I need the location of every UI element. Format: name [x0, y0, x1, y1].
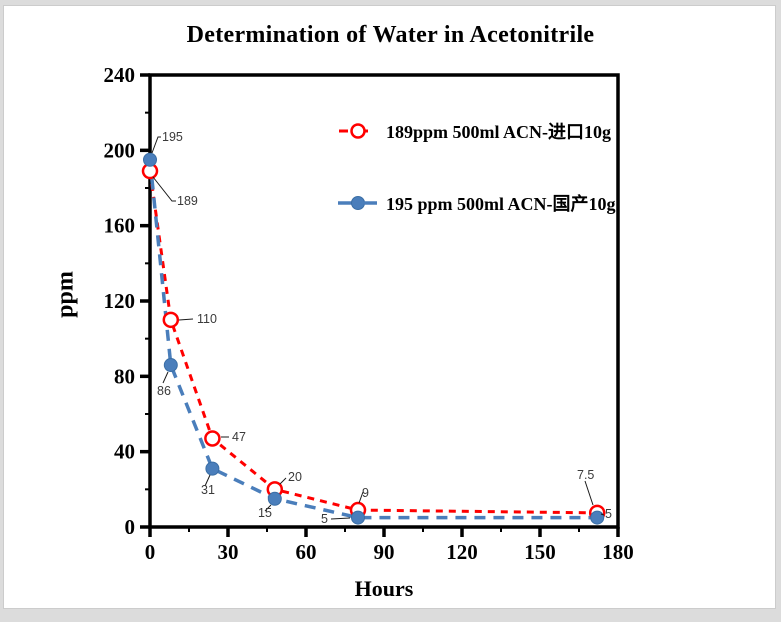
legend-label-series-1: 189ppm 500ml ACN-进口10g	[386, 122, 612, 142]
x-tick-label: 0	[145, 540, 156, 564]
legend-filled-circle-marker-icon	[338, 196, 377, 210]
data-point-filled-circle	[143, 152, 157, 167]
legend-item-series-1: 189ppm 500ml ACN-进口10g	[338, 118, 611, 144]
x-tick-label: 60	[296, 540, 317, 564]
y-tick-label: 160	[104, 214, 136, 238]
point-label: 15	[258, 506, 272, 520]
point-label-leader-line	[584, 480, 594, 506]
y-tick-label: 40	[114, 440, 135, 464]
data-point-filled-circle	[163, 358, 178, 373]
point-label-leader-line	[330, 517, 351, 520]
chart-title: Determination of Water in Acetonitrile	[186, 22, 595, 48]
data-point-filled-circle	[590, 510, 605, 525]
chart-card	[3, 5, 776, 609]
point-label-leader-line	[204, 474, 211, 487]
y-tick-label: 0	[125, 515, 136, 539]
x-axis-title: Hours	[354, 576, 414, 601]
point-label: 9	[362, 486, 369, 500]
point-label: 189	[177, 194, 198, 208]
x-tick-label: 180	[602, 540, 634, 564]
data-point-filled-circle	[205, 461, 220, 476]
point-label: 195	[162, 130, 183, 144]
point-label: 20	[288, 470, 302, 484]
point-label: 110	[197, 312, 217, 326]
legend-open-circle-marker-icon	[339, 123, 368, 139]
data-point-open-circle	[204, 430, 221, 447]
point-label-leader-line	[264, 504, 272, 512]
x-tick-label: 90	[374, 540, 395, 564]
y-tick-label: 120	[104, 289, 136, 313]
point-label-leader-line	[152, 176, 176, 202]
y-tick-label: 200	[104, 138, 136, 162]
x-tick-label: 30	[218, 540, 239, 564]
point-label: 47	[232, 430, 246, 444]
point-label-leader-line	[600, 513, 605, 516]
point-label-leader-line	[178, 318, 194, 321]
point-label: 31	[201, 483, 215, 497]
y-tick-label: 80	[114, 364, 135, 388]
point-label: 5	[321, 512, 328, 526]
legend-item-series-2: 195 ppm 500ml ACN-国产10g	[338, 190, 616, 216]
legend-label-series-2: 195 ppm 500ml ACN-国产10g	[386, 194, 616, 214]
data-point-filled-circle	[351, 510, 365, 525]
x-tick-label: 120	[446, 540, 478, 564]
point-label-leader-line	[151, 136, 161, 154]
series-line-2	[148, 159, 598, 520]
series-line-1	[148, 170, 598, 515]
point-label: 86	[157, 384, 171, 398]
point-label: 7.5	[577, 468, 594, 482]
data-point-filled-circle	[267, 491, 282, 506]
point-label-leader-line	[162, 371, 169, 384]
data-point-open-circle	[162, 311, 180, 329]
point-label-leader-line	[358, 491, 364, 504]
point-label-leader-line	[279, 477, 287, 485]
y-tick-label: 240	[104, 63, 136, 87]
x-tick-label: 150	[524, 540, 556, 564]
point-label: 5	[605, 507, 612, 521]
